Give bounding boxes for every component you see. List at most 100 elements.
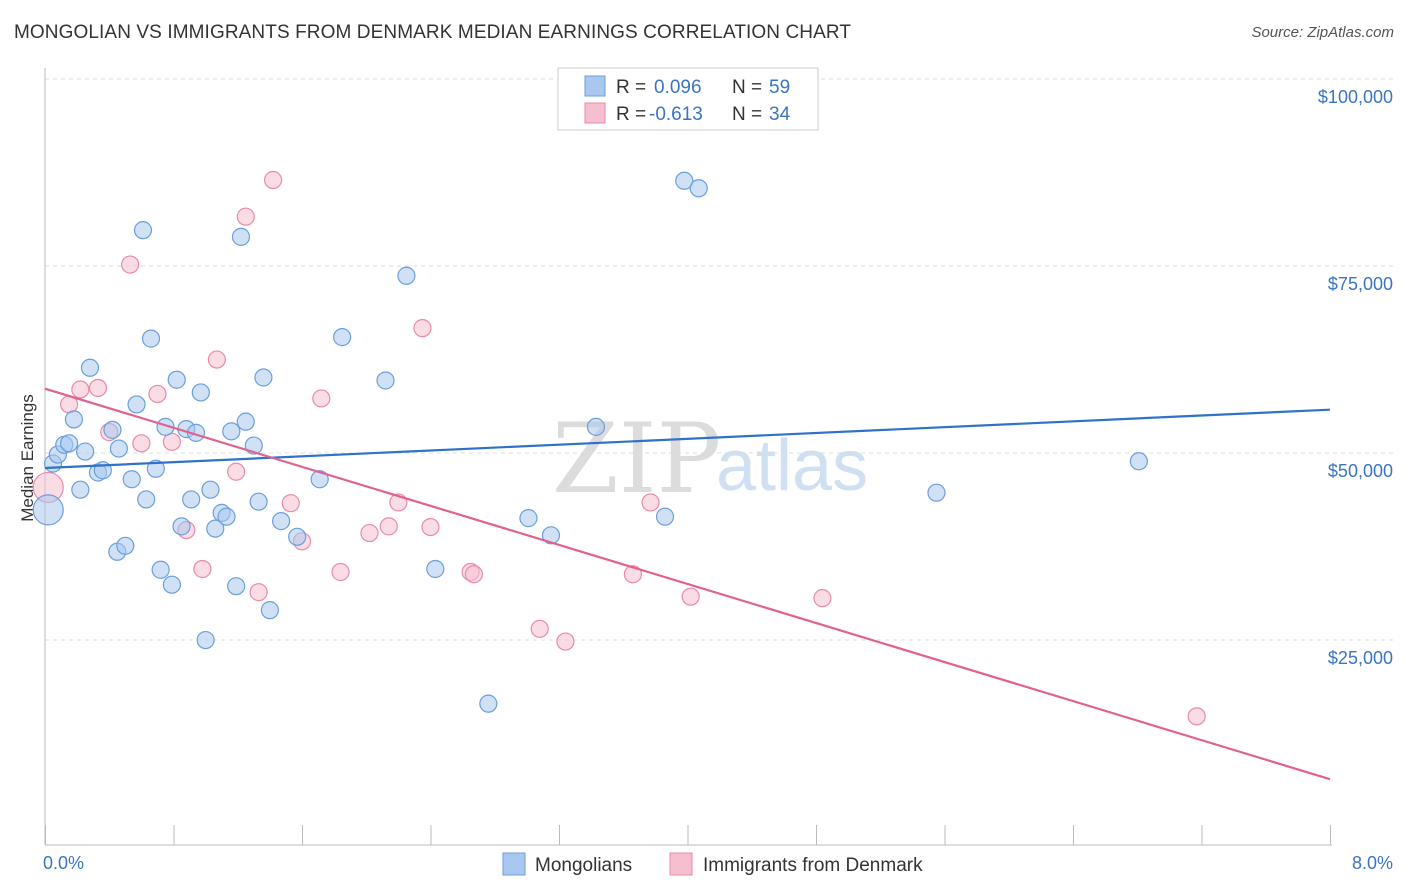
gridlines [45, 78, 1393, 641]
denmark-point-24 [421, 517, 440, 537]
mongolians-point-49 [426, 559, 445, 579]
denmark-point-20 [360, 523, 379, 543]
legend-r-value-1: -0.613 [649, 104, 703, 125]
denmark-point-3 [88, 378, 108, 398]
denmark-point-5 [121, 255, 140, 274]
mongolians-point-27 [182, 490, 201, 509]
legend-swatch-mongolians [584, 75, 606, 97]
denmark-point-11 [207, 350, 226, 369]
legend-r-value-0: 0.096 [654, 77, 702, 98]
legend-r-label-0: R = [616, 77, 646, 98]
chart-title: MONGOLIAN VS IMMIGRANTS FROM DENMARK MED… [14, 22, 852, 43]
denmark-point-31 [681, 587, 700, 606]
mongolians-point-47 [376, 371, 395, 390]
mongolians-point-58 [1129, 452, 1148, 471]
mongolians-point-52 [541, 526, 561, 545]
source-label: Source: ZipAtlas.com [1251, 24, 1394, 41]
mongolians-point-45 [310, 470, 329, 489]
watermark: ZIP atlas [552, 403, 868, 515]
mongolians-point-18 [137, 490, 156, 509]
denmark-point-6 [132, 434, 151, 453]
legend-n-value-1: 34 [769, 104, 791, 125]
x-tick-label-max: 8.0% [1352, 853, 1393, 873]
denmark-point-29 [623, 565, 642, 584]
mongolians-point-50 [479, 694, 498, 713]
denmark-point-18 [312, 389, 331, 408]
legend-n-value-0: 59 [769, 77, 790, 98]
mongolians-point-6 [71, 480, 90, 499]
denmark-point-7 [148, 384, 167, 404]
x-tick-label-min: 0.0% [43, 853, 84, 873]
mongolians-point-4 [59, 434, 79, 453]
mongolians-point-32 [206, 519, 225, 538]
mongolians-point-56 [689, 179, 708, 198]
mongolians-point-31 [201, 480, 220, 499]
mongolians-point-51 [519, 509, 538, 528]
legend-n-label-1: N = [732, 104, 762, 125]
trend-line-mongolians [44, 408, 1331, 470]
mongolians-point-38 [236, 412, 255, 431]
y-tick-label-3: $100,000 [1318, 87, 1393, 107]
mongolians-point-25 [172, 517, 191, 536]
mongolians-point-17 [133, 221, 153, 240]
y-axis-label: Median Earnings [18, 394, 37, 522]
denmark-point-30 [641, 493, 660, 512]
y-tick-labels: $25,000 $50,000 $75,000 $100,000 [1318, 87, 1393, 668]
legend-swatch-denmark [584, 102, 606, 124]
bottom-legend-swatch-denmark [669, 852, 693, 876]
mongolians-point-43 [272, 512, 291, 531]
denmark-point-2 [71, 380, 90, 399]
bottom-legend-label-mongolians: Mongolians [535, 855, 632, 876]
mongolians-point-46 [333, 328, 352, 347]
denmark-point-27 [530, 619, 549, 638]
mongolians-point-54 [655, 507, 675, 526]
mongolians-point-11 [103, 420, 122, 439]
denmark-point-14 [249, 583, 268, 602]
bottom-legend-swatch-mongolians [502, 852, 526, 876]
mongolians-point-8 [80, 358, 100, 377]
mongolians-point-34 [217, 507, 236, 526]
trend-line-denmark [44, 387, 1331, 781]
denmark-point-26 [464, 565, 483, 584]
mongolians-point-5 [64, 410, 84, 429]
denmark-point-32 [813, 589, 832, 608]
series-mongolians-points [32, 171, 1148, 713]
bottom-legend: Mongolians Immigrants from Denmark [502, 852, 923, 876]
mongolians-point-21 [151, 560, 170, 579]
mongolians-point-29 [191, 383, 210, 402]
mongolians-point-19 [141, 329, 161, 348]
mongolians-point-57 [927, 483, 946, 502]
mongolians-point-36 [227, 577, 246, 596]
mongolians-point-15 [122, 470, 141, 489]
y-tick-label-2: $75,000 [1328, 274, 1393, 294]
mongolians-point-16 [127, 395, 146, 414]
mongolians-point-41 [254, 368, 273, 387]
denmark-point-33 [1187, 707, 1206, 726]
denmark-point-13 [236, 207, 255, 226]
mongolians-point-23 [162, 575, 181, 594]
mongolians-point-35 [222, 422, 241, 441]
denmark-point-10 [193, 559, 212, 579]
bottom-legend-label-denmark: Immigrants from Denmark [703, 855, 923, 876]
denmark-point-16 [281, 494, 300, 513]
denmark-point-21 [379, 517, 398, 536]
mongolians-point-48 [397, 266, 416, 285]
mongolians-point-7 [76, 442, 95, 461]
mongolians-point-40 [249, 492, 268, 511]
x-ticks [45, 825, 1331, 845]
legend-box: R = 0.096 N = 59 R = -0.613 N = 34 [557, 67, 819, 131]
mongolians-point-24 [167, 370, 186, 389]
mongolians-point-53 [586, 417, 606, 436]
denmark-point-23 [413, 319, 432, 338]
watermark-atlas: atlas [716, 426, 868, 506]
legend-n-label-0: N = [732, 77, 762, 98]
mongolians-point-37 [231, 227, 251, 246]
y-tick-label-1: $50,000 [1328, 461, 1393, 481]
mongolians-point-20 [146, 459, 165, 478]
mongolians-point-30 [196, 630, 215, 650]
mongolians-point-42 [260, 601, 279, 620]
mongolians-point-14 [116, 536, 135, 555]
mongolians-point-44 [288, 527, 307, 546]
mongolians-point-55 [675, 171, 694, 190]
denmark-point-15 [263, 170, 283, 190]
